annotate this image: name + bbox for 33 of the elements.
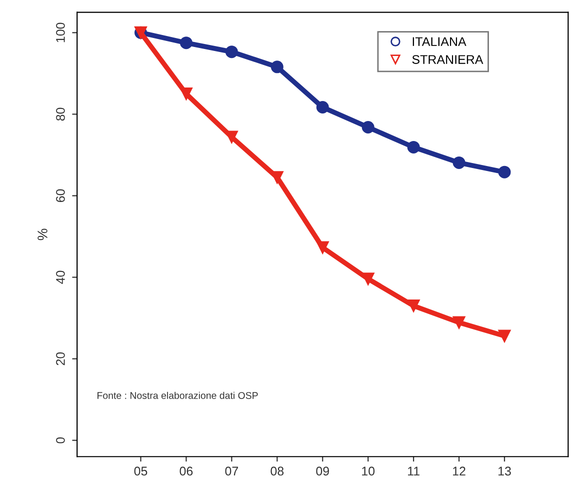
x-tick-label: 10 <box>362 466 375 476</box>
x-tick-label: 07 <box>225 466 238 476</box>
x-tick-label: 12 <box>453 466 466 476</box>
point <box>407 300 420 312</box>
y-tick-label: 100 <box>56 22 65 42</box>
annotation: Fonte : Nostra elaborazione dati OSP <box>98 392 258 399</box>
point <box>452 156 466 169</box>
point <box>362 120 374 134</box>
y-tick-label: 40 <box>56 270 65 284</box>
point <box>180 36 192 50</box>
legend-label: ITALIANA <box>412 37 466 46</box>
x-tick-label: 11 <box>408 466 420 476</box>
x-tick-label: 05 <box>134 466 148 476</box>
point <box>316 101 329 114</box>
point <box>452 316 466 329</box>
point <box>225 46 238 58</box>
y-tick-label: 60 <box>56 189 65 202</box>
x-tick-label: 09 <box>316 466 329 476</box>
point <box>407 140 420 154</box>
legend-label: STRANIERA <box>412 55 484 64</box>
x-tick-label: 13 <box>498 466 511 476</box>
y-tick-label: 80 <box>56 108 65 121</box>
point <box>362 272 374 286</box>
point <box>270 60 284 74</box>
x-tick-label: 06 <box>180 466 193 476</box>
point <box>498 166 511 178</box>
point <box>316 241 329 254</box>
point <box>180 88 192 100</box>
point <box>498 330 511 342</box>
y-tick-label: 20 <box>56 352 65 366</box>
y-tick-label: 0 <box>56 437 65 444</box>
y-axis-title: % <box>38 228 48 240</box>
x-tick-label: 08 <box>270 466 284 476</box>
